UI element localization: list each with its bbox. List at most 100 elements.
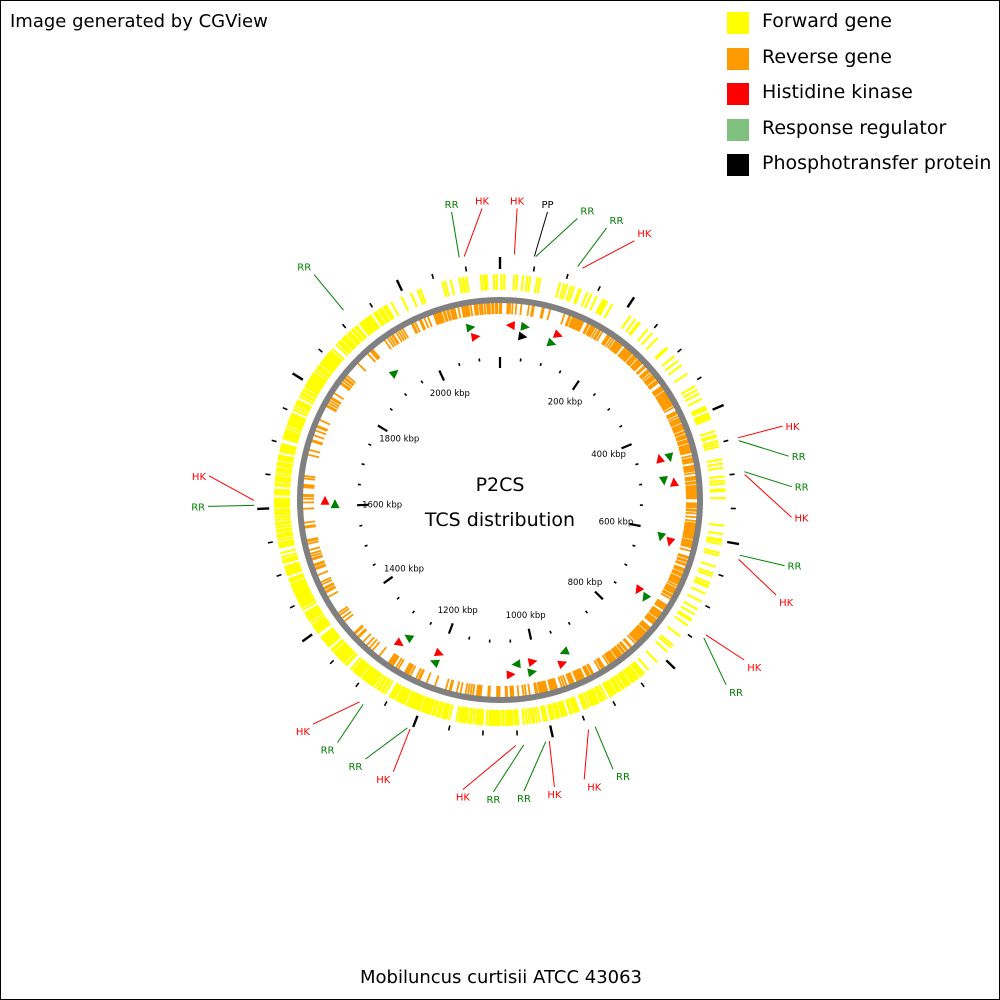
forward-gene [700, 561, 717, 568]
forward-gene [622, 669, 634, 684]
reverse-gene [483, 302, 487, 315]
forward-gene [296, 591, 312, 601]
reverse-gene [665, 582, 678, 591]
forward-gene [427, 698, 435, 715]
reverse-gene [583, 322, 591, 335]
legend-label: Histidine kinase [762, 81, 913, 103]
reverse-gene [356, 362, 367, 372]
forward-gene [292, 584, 309, 593]
forward-gene [297, 593, 314, 604]
reverse-gene [366, 352, 376, 363]
reverse-gene [371, 641, 381, 652]
forward-gene [283, 434, 300, 442]
forward-gene [693, 580, 709, 589]
reverse-gene [530, 304, 534, 317]
minor-tick [341, 323, 347, 329]
forward-gene [565, 285, 573, 302]
reverse-gene [511, 302, 514, 315]
forward-gene [298, 595, 314, 605]
hk-callout-label: HK [747, 663, 762, 674]
reverse-gene [409, 665, 417, 677]
hk-callout-line [312, 701, 360, 725]
reverse-gene [573, 670, 580, 683]
forward-gene [301, 601, 318, 611]
rr-callout-label: RR [795, 483, 809, 494]
reverse-gene [521, 684, 525, 697]
reverse-gene [314, 429, 327, 436]
forward-gene [488, 709, 492, 726]
forward-gene [413, 693, 422, 710]
forward-gene [276, 462, 293, 468]
inner-minor-tick [584, 610, 589, 614]
forward-gene [478, 709, 482, 726]
reverse-gene [631, 360, 642, 370]
major-tick [549, 725, 554, 738]
reverse-gene [675, 435, 688, 441]
forward-gene [290, 412, 307, 421]
forward-gene [485, 274, 489, 291]
forward-gene [331, 639, 345, 653]
reverse-gene [353, 624, 364, 635]
reverse-gene [399, 328, 407, 340]
reverse-gene [633, 627, 644, 638]
rr-callout-label: RR [788, 562, 802, 573]
minor-tick [447, 725, 451, 731]
hk-callout-line [548, 740, 555, 787]
map-subtitle: TCS distribution [424, 509, 575, 531]
forward-gene [274, 517, 291, 522]
forward-gene [280, 442, 297, 449]
reverse-gene [371, 348, 381, 359]
reverse-gene [540, 681, 545, 694]
forward-gene [336, 644, 350, 658]
rr-marker [546, 337, 557, 347]
hk-marker [505, 321, 515, 331]
forward-gene [322, 630, 337, 643]
forward-gene [281, 554, 298, 562]
reverse-gene [478, 684, 482, 697]
reverse-gene [630, 359, 641, 369]
reverse-gene [324, 586, 337, 594]
reverse-gene [659, 398, 671, 406]
forward-gene [288, 417, 305, 426]
reverse-gene [628, 356, 638, 367]
reverse-gene [327, 401, 339, 410]
hk-callout-line [462, 745, 517, 790]
forward-gene [391, 684, 401, 700]
major-tick [412, 715, 419, 728]
reverse-gene [404, 663, 413, 675]
reverse-gene [651, 385, 663, 394]
reverse-gene [316, 424, 329, 431]
forward-gene [275, 468, 293, 473]
reverse-gene [685, 482, 698, 485]
reverse-gene [646, 613, 657, 623]
reverse-gene [668, 576, 681, 584]
forward-gene [284, 428, 301, 436]
reverse-gene [595, 330, 604, 342]
reverse-gene [568, 672, 575, 684]
forward-gene [335, 643, 349, 657]
reverse-gene [547, 679, 552, 692]
rr-callout-line [594, 726, 614, 770]
rr-callout-label: RR [191, 502, 205, 513]
reverse-gene [632, 628, 643, 639]
hk-callout-line [737, 425, 783, 439]
forward-gene [709, 488, 726, 492]
forward-gene [416, 695, 425, 711]
forward-gene [529, 707, 534, 724]
forward-gene [445, 703, 452, 720]
forward-gene [586, 690, 595, 707]
minor-tick [265, 473, 271, 476]
reverse-gene [397, 329, 405, 342]
forward-gene [574, 288, 583, 305]
forward-gene [320, 627, 335, 639]
reverse-gene [679, 448, 692, 454]
forward-gene [363, 318, 375, 333]
reverse-gene [683, 467, 696, 471]
forward-gene [485, 709, 489, 726]
reverse-gene [676, 436, 688, 442]
hk-marker [470, 333, 481, 342]
minor-tick [318, 348, 323, 353]
reverse-gene [486, 302, 489, 315]
reverse-gene [683, 528, 696, 533]
minor-tick [653, 323, 659, 329]
